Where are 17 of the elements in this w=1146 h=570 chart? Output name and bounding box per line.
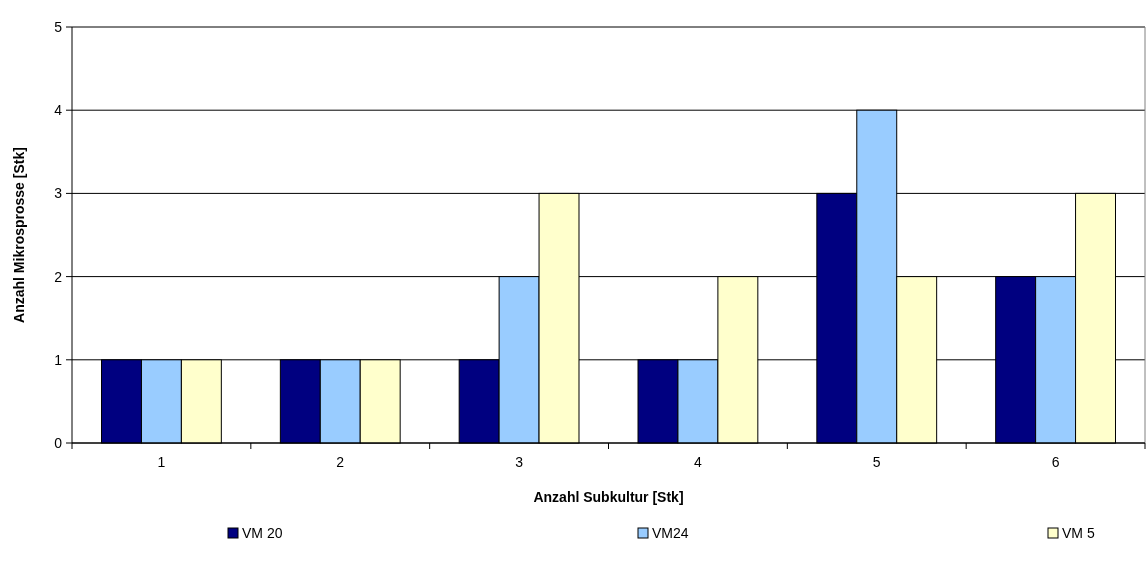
y-tick-label: 2	[54, 268, 63, 285]
x-tick-label: 5	[872, 454, 881, 470]
legend-label: VM24	[652, 525, 689, 541]
x-tick-label: 3	[515, 454, 524, 470]
x-tick-label: 6	[1051, 454, 1060, 470]
y-tick-label: 3	[54, 185, 63, 202]
legend-label: VM 20	[242, 525, 283, 541]
x-tick-label: 4	[694, 454, 703, 470]
y-tick-label: 0	[54, 435, 63, 451]
x-axis-title: Anzahl Subkultur [Stk]	[533, 489, 684, 505]
legend-label: VM 5	[1062, 525, 1095, 541]
y-tick-label: 1	[54, 351, 63, 368]
y-tick-label: 5	[54, 19, 63, 35]
y-tick-label: 4	[54, 102, 63, 119]
y-axis-title: Anzahl Mikrosprosse [Stk]	[11, 147, 27, 323]
x-tick-label: 1	[157, 454, 166, 470]
x-tick-label: 2	[336, 454, 345, 470]
